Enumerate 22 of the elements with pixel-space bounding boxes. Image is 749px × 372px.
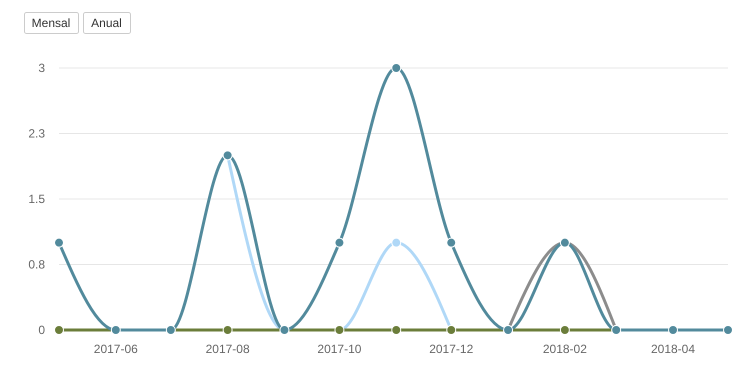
point <box>446 238 456 248</box>
point <box>54 238 64 248</box>
x-tick-label: 2017-06 <box>94 342 138 356</box>
y-tick-label: 1.5 <box>28 192 46 206</box>
button: Anual <box>83 12 131 34</box>
x-tick-label: 2017-12 <box>429 342 474 356</box>
x-tick-label: 2017-10 <box>317 342 362 356</box>
y-tick-label: 3 <box>38 61 46 75</box>
button: Mensal <box>24 12 79 34</box>
point <box>391 325 402 335</box>
point <box>391 63 402 73</box>
y-tick-label: 0.8 <box>28 258 46 272</box>
point <box>334 238 344 248</box>
point <box>54 325 64 335</box>
point <box>222 325 233 335</box>
x-tick-label: 2017-08 <box>206 342 250 356</box>
point <box>560 325 570 335</box>
point <box>391 238 402 248</box>
y-tick-label: 2.3 <box>28 126 46 140</box>
x-tick-label: 2018-02 <box>542 342 588 356</box>
y-tick-label: 0 <box>38 323 46 337</box>
x-tick-label: 2018-04 <box>650 342 696 356</box>
